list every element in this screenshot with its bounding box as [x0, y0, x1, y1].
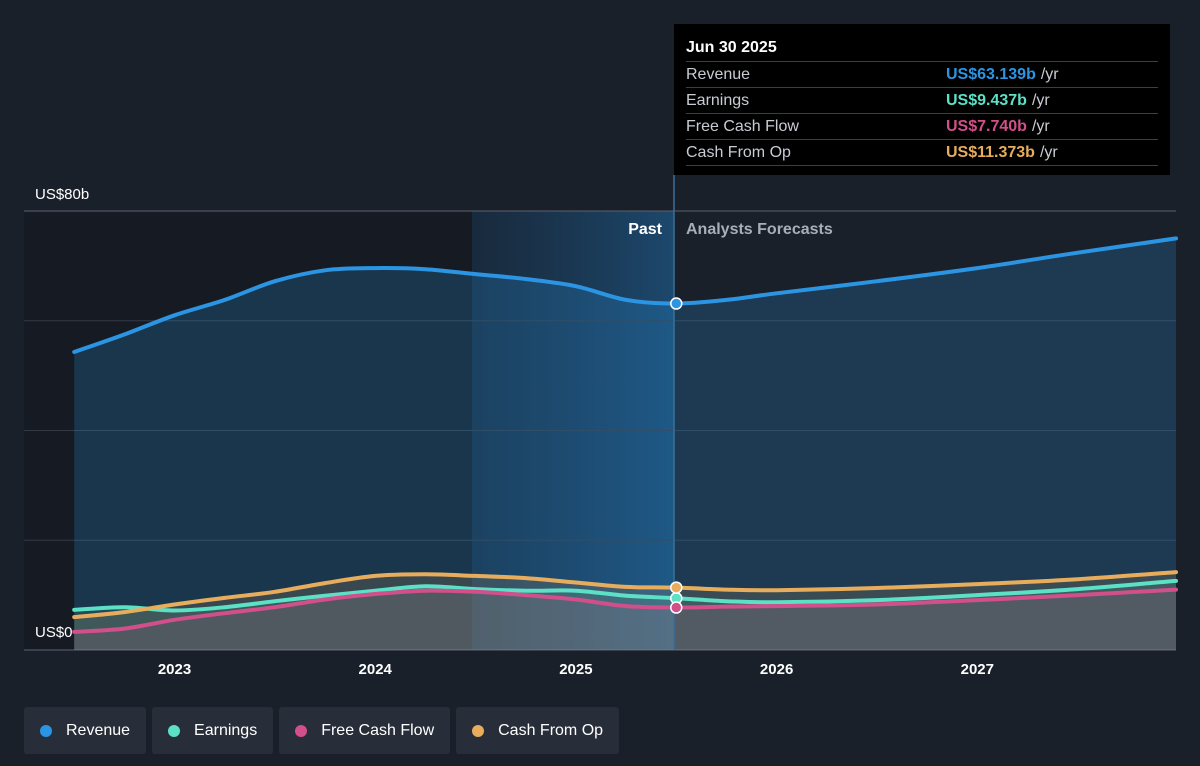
legend-dot-icon	[295, 724, 308, 737]
cash-from-op-marker	[670, 581, 683, 594]
free-cash-flow-marker	[670, 601, 683, 614]
tooltip-panel: Jun 30 2025 Revenue US$63.139b/yr Earnings…	[674, 24, 1170, 175]
legend-label: Earnings	[194, 721, 258, 739]
legend-item-earnings[interactable]: Earnings	[152, 707, 274, 754]
legend-label: Cash From Op	[498, 721, 604, 739]
tooltip-row-value: US$11.373b	[946, 144, 1035, 161]
x-axis-ticks: 2023 2024 2025 2026 2027	[158, 661, 994, 678]
x-tick-label: 2026	[760, 661, 793, 678]
legend-item-cash-from-op[interactable]: Cash From Op	[456, 707, 620, 754]
earnings-line	[72, 578, 1178, 613]
tooltip-row-unit: /yr	[1031, 92, 1050, 109]
series-areas	[74, 238, 1177, 650]
gridlines	[24, 210, 1176, 651]
tooltip-date: Jun 30 2025	[686, 39, 777, 56]
legend-dot-icon	[40, 724, 52, 737]
forecast-label: Analysts Forecasts	[686, 221, 833, 238]
x-tick-label: 2025	[559, 661, 592, 678]
tooltip-row: Free Cash Flow US$7.740b/yr	[686, 113, 1158, 139]
y-axis-top-label: US$80b	[35, 186, 89, 203]
tooltip-row: Cash From Op US$11.373b/yr	[686, 139, 1158, 166]
tooltip-rows: Revenue US$63.139b/yr Earnings US$9.437b/yr…	[686, 61, 1158, 166]
series-lines	[72, 236, 1178, 634]
revenue-area	[74, 238, 1177, 650]
tooltip-row-unit: /yr	[1031, 118, 1050, 135]
legend-dot-icon	[168, 724, 181, 737]
tooltip-row-unit: /yr	[1039, 144, 1058, 161]
series-markers	[670, 297, 683, 614]
legend-label: Revenue	[66, 721, 131, 739]
y-axis-bottom-label: US$0	[35, 624, 73, 641]
chart: US$80b US$0 Past Analysts Forecasts 2023…	[24, 175, 1178, 678]
legend-dot-icon	[472, 724, 485, 737]
tooltip-row-label: Revenue	[686, 66, 751, 83]
tooltip-row: Earnings US$9.437b/yr	[686, 87, 1158, 113]
tooltip-row-label: Cash From Op	[686, 144, 791, 161]
tooltip-row-value: US$7.740b	[946, 118, 1027, 135]
free-cash-flow-line	[72, 587, 1178, 634]
revenue-line	[72, 236, 1178, 354]
tooltip-row-unit: /yr	[1040, 66, 1059, 83]
tooltip-row-label: Free Cash Flow	[686, 118, 799, 135]
x-tick-label: 2027	[961, 661, 994, 678]
cash-from-op-line	[72, 570, 1178, 620]
x-tick-label: 2024	[359, 661, 393, 678]
tooltip-row: Revenue US$63.139b/yr	[686, 61, 1158, 87]
legend-item-revenue[interactable]: Revenue	[24, 707, 147, 754]
legend-item-free-cash-flow[interactable]: Free Cash Flow	[279, 707, 451, 754]
x-tick-label: 2023	[158, 661, 191, 678]
legend: Revenue Earnings Free Cash Flow Cash From O…	[24, 707, 620, 754]
legend-label: Free Cash Flow	[321, 721, 435, 739]
tooltip-row-label: Earnings	[686, 92, 750, 109]
tooltip-row-value: US$9.437b	[946, 92, 1027, 109]
past-label: Past	[628, 221, 662, 238]
revenue-marker	[670, 297, 683, 310]
tooltip-row-value: US$63.139b	[946, 66, 1036, 83]
